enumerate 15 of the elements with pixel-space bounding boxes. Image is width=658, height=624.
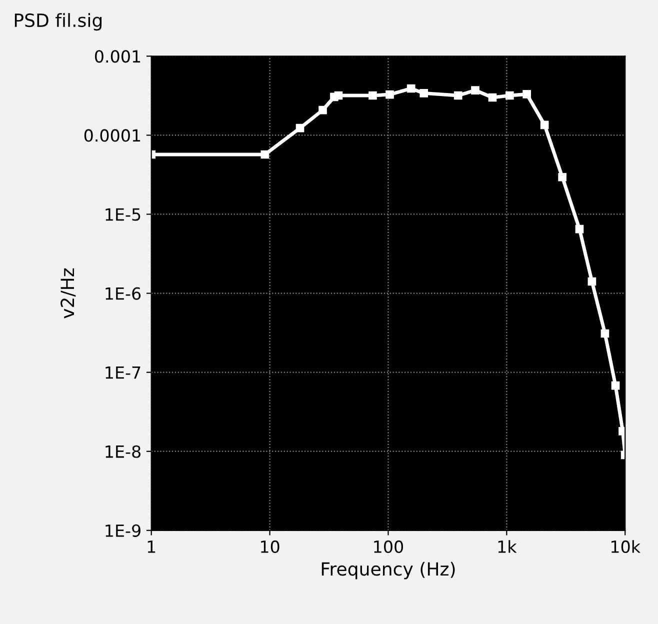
y-tick-label: 1E-8: [106, 445, 140, 458]
y-tick-label: 1E-7: [106, 366, 140, 379]
y-axis-title: v2/Hz: [60, 268, 76, 318]
x-tick-label: 100: [374, 540, 404, 554]
y-tick-label: 1E-6: [106, 287, 141, 300]
chart-title: PSD fil.sig: [14, 13, 102, 31]
y-tick-label: 0.0001: [84, 129, 140, 142]
x-tick-label: 10k: [612, 540, 640, 554]
y-tick-label: 1E-5: [106, 208, 140, 221]
x-axis-title: Frequency (Hz): [322, 562, 455, 580]
y-tick-label: 0.001: [95, 50, 140, 63]
x-tick-label: 1k: [498, 540, 517, 553]
x-tick-label: 1: [148, 540, 156, 553]
y-tick-label: 1E-9: [106, 524, 140, 537]
x-tick-label: 10: [261, 540, 280, 554]
